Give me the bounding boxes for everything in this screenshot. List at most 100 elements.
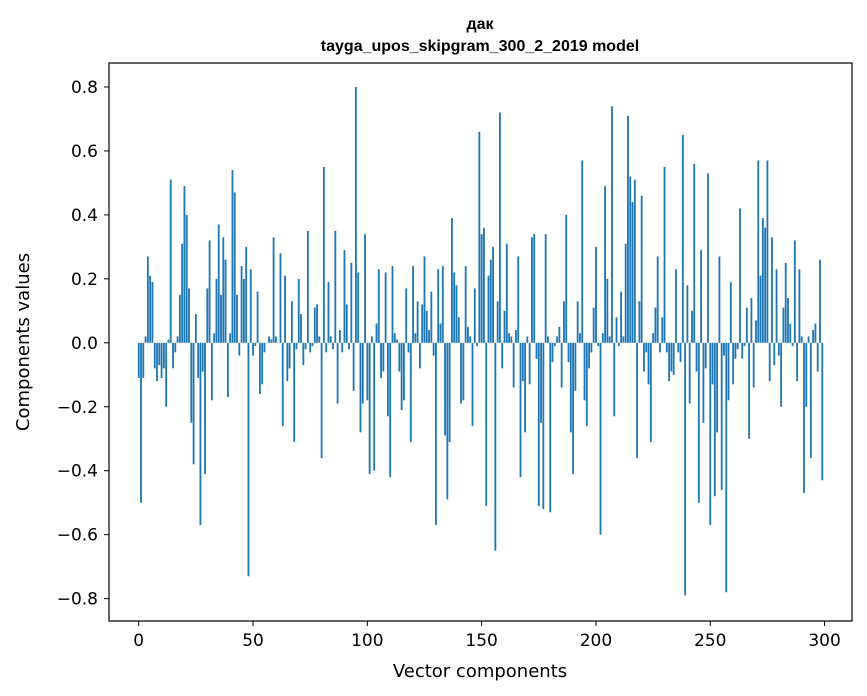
bar-75 xyxy=(309,342,312,353)
bar-258 xyxy=(727,342,730,401)
bar-200 xyxy=(595,246,597,343)
bar-117 xyxy=(405,288,408,343)
bar-93 xyxy=(350,262,353,343)
bar-174 xyxy=(535,342,538,359)
bar-196 xyxy=(585,342,588,426)
bar-114 xyxy=(398,342,401,372)
bar-238 xyxy=(681,134,684,343)
bar-118 xyxy=(407,342,410,353)
bar-233 xyxy=(670,342,673,372)
bar-132 xyxy=(439,323,442,343)
bar-116 xyxy=(403,342,405,401)
bar-95 xyxy=(354,86,357,343)
bar-73 xyxy=(304,342,307,350)
bar-10 xyxy=(160,342,163,378)
bar-251 xyxy=(711,342,714,385)
bar-185 xyxy=(560,342,563,388)
bar-82 xyxy=(325,342,328,353)
bar-158 xyxy=(499,112,501,343)
bar-104 xyxy=(375,323,378,343)
bar-288 xyxy=(796,342,799,382)
bar-148 xyxy=(476,342,478,346)
bar-187 xyxy=(565,214,568,343)
bar-281 xyxy=(780,342,783,407)
bar-152 xyxy=(485,342,488,506)
bar-53 xyxy=(258,342,261,394)
bar-99 xyxy=(364,234,366,343)
bar-155 xyxy=(492,246,494,343)
bar-244 xyxy=(695,342,698,372)
y-axis-ticks: −0.8 −0.6 −0.4 −0.2 0.0 0.2 0.4 0.6 0.8 xyxy=(57,78,109,610)
bar-141 xyxy=(460,342,462,404)
bar-45 xyxy=(240,266,243,343)
bar-247 xyxy=(702,342,705,423)
bar-78 xyxy=(316,304,318,343)
bar-297 xyxy=(816,342,819,372)
bar-166 xyxy=(517,256,520,343)
bar-91 xyxy=(345,304,348,343)
chart-title-line2: tayga_upos_skipgram_300_2_2019 model xyxy=(321,38,639,55)
bar-52 xyxy=(256,291,259,343)
bar-55 xyxy=(263,342,266,353)
bar-265 xyxy=(743,342,746,346)
bar-21 xyxy=(185,214,188,343)
bar-147 xyxy=(473,288,476,343)
bar-35 xyxy=(217,224,220,343)
bar-37 xyxy=(222,237,225,343)
bar-215 xyxy=(629,176,632,343)
bar-214 xyxy=(627,115,629,343)
bar-137 xyxy=(451,218,453,343)
bar-250 xyxy=(709,342,712,526)
bar-0 xyxy=(137,342,140,378)
bar-213 xyxy=(624,243,627,343)
bar-80 xyxy=(320,342,323,458)
y-tick-label: 0.8 xyxy=(71,78,98,98)
bar-65 xyxy=(286,342,289,382)
bar-111 xyxy=(391,266,394,343)
bar-127 xyxy=(428,330,430,343)
bar-271 xyxy=(757,160,760,343)
bar-201 xyxy=(597,342,600,346)
bar-18 xyxy=(178,294,181,343)
bar-151 xyxy=(483,227,485,343)
bar-186 xyxy=(563,301,565,343)
bar-217 xyxy=(633,179,636,343)
bar-275 xyxy=(766,160,769,343)
bar-5 xyxy=(149,275,152,343)
bar-220 xyxy=(640,195,643,343)
bar-153 xyxy=(487,275,490,343)
y-tick-label: −0.2 xyxy=(57,398,98,418)
bar-12 xyxy=(165,342,168,407)
bar-176 xyxy=(540,342,542,423)
bar-128 xyxy=(430,291,433,343)
bar-253 xyxy=(716,342,719,433)
bar-157 xyxy=(496,301,499,343)
bar-8 xyxy=(156,342,158,382)
bar-194 xyxy=(581,160,584,343)
bar-286 xyxy=(791,342,794,346)
bar-122 xyxy=(416,301,419,343)
bar-273 xyxy=(761,218,764,343)
bar-105 xyxy=(377,269,380,343)
bar-179 xyxy=(547,336,549,343)
x-tick-label: 250 xyxy=(694,631,726,651)
bar-77 xyxy=(313,307,316,343)
bar-40 xyxy=(229,333,232,343)
bar-124 xyxy=(421,304,424,343)
bar-90 xyxy=(343,250,346,343)
bar-38 xyxy=(224,259,227,343)
bar-107 xyxy=(382,342,385,372)
bar-224 xyxy=(649,342,652,442)
y-tick-label: −0.8 xyxy=(57,590,98,610)
bar-222 xyxy=(645,342,648,353)
bar-33 xyxy=(213,333,216,343)
bar-42 xyxy=(233,192,236,343)
bar-17 xyxy=(176,336,179,343)
bar-163 xyxy=(510,336,513,343)
bar-188 xyxy=(567,342,570,362)
bar-231 xyxy=(665,342,668,353)
bar-262 xyxy=(736,342,739,350)
bar-133 xyxy=(441,266,444,343)
bar-246 xyxy=(700,250,703,343)
bar-123 xyxy=(419,342,421,369)
